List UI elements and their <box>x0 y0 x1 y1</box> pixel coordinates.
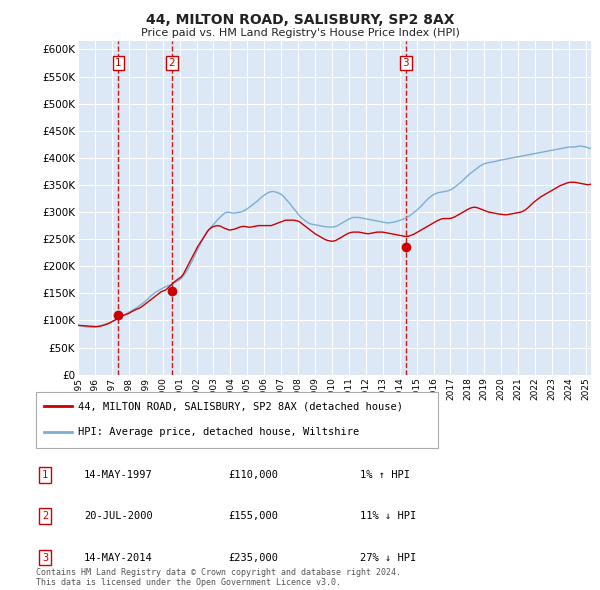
Text: 20-JUL-2000: 20-JUL-2000 <box>84 512 153 521</box>
Text: HPI: Average price, detached house, Wiltshire: HPI: Average price, detached house, Wilt… <box>78 427 359 437</box>
Text: 11% ↓ HPI: 11% ↓ HPI <box>360 512 416 521</box>
Text: 14-MAY-1997: 14-MAY-1997 <box>84 470 153 480</box>
Text: 1: 1 <box>115 58 121 68</box>
Text: 2: 2 <box>42 512 48 521</box>
Text: Contains HM Land Registry data © Crown copyright and database right 2024.
This d: Contains HM Land Registry data © Crown c… <box>36 568 401 587</box>
Text: 2: 2 <box>169 58 175 68</box>
Text: £235,000: £235,000 <box>228 553 278 562</box>
Text: Price paid vs. HM Land Registry's House Price Index (HPI): Price paid vs. HM Land Registry's House … <box>140 28 460 38</box>
Text: 1% ↑ HPI: 1% ↑ HPI <box>360 470 410 480</box>
Text: 3: 3 <box>42 553 48 562</box>
Text: 14-MAY-2014: 14-MAY-2014 <box>84 553 153 562</box>
Text: 44, MILTON ROAD, SALISBURY, SP2 8AX: 44, MILTON ROAD, SALISBURY, SP2 8AX <box>146 13 454 27</box>
Text: 1: 1 <box>42 470 48 480</box>
Text: 3: 3 <box>403 58 409 68</box>
Text: £155,000: £155,000 <box>228 512 278 521</box>
Text: 44, MILTON ROAD, SALISBURY, SP2 8AX (detached house): 44, MILTON ROAD, SALISBURY, SP2 8AX (det… <box>78 401 403 411</box>
Text: £110,000: £110,000 <box>228 470 278 480</box>
FancyBboxPatch shape <box>36 392 438 448</box>
Text: 27% ↓ HPI: 27% ↓ HPI <box>360 553 416 562</box>
